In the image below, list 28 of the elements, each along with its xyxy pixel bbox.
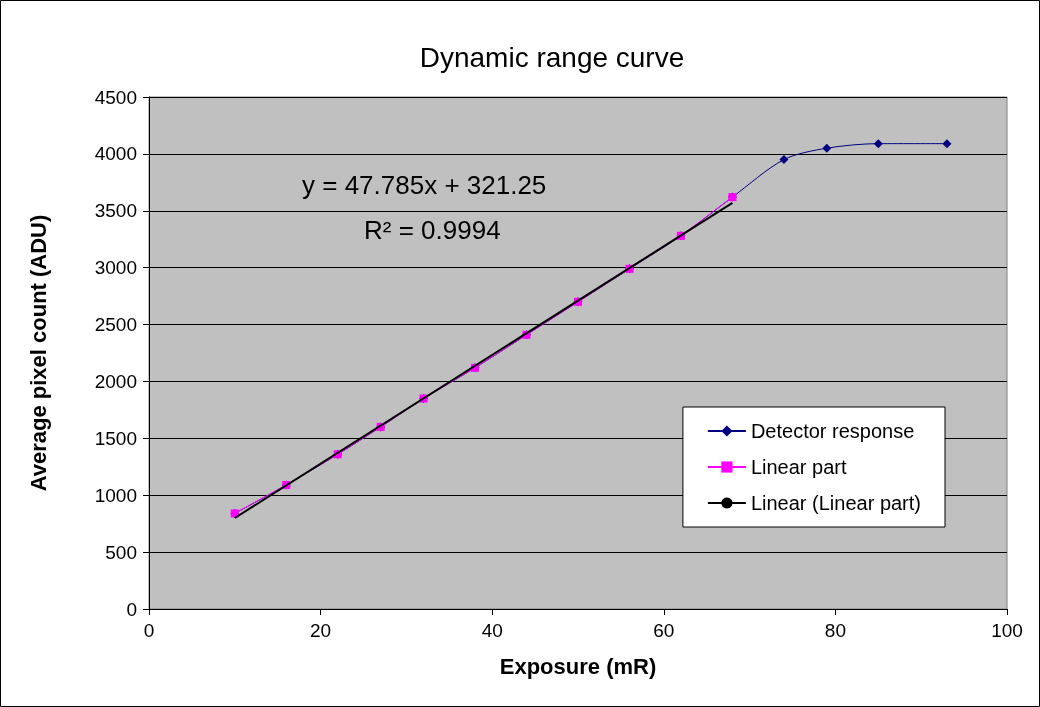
point [873, 139, 883, 149]
y-tick-label: 4000 [94, 143, 137, 165]
x-tick-label: 80 [824, 620, 846, 641]
y-tick-label: 3000 [94, 257, 137, 279]
legend-label: Detector response [750, 420, 915, 442]
legend-label: Linear (Linear part) [750, 492, 922, 514]
y-axis-title: Average pixel count (ADU) [25, 214, 51, 492]
point [779, 155, 789, 165]
chart-title: Dynamic range curve [419, 41, 685, 73]
y-tick-label: 3500 [94, 200, 137, 222]
point [822, 143, 832, 153]
x-tick-label: 60 [653, 620, 675, 641]
legend-label: Linear part [750, 456, 847, 478]
x-tick-label: 100 [991, 620, 1023, 641]
y-tick-label: 1500 [94, 427, 137, 449]
y-tick-label: 500 [105, 541, 137, 563]
x-tick-label: 20 [310, 620, 332, 641]
y-tick-label: 1000 [94, 484, 137, 506]
y-tick-label: 4500 [94, 86, 137, 108]
y-tick-label: 0 [126, 598, 137, 620]
x-tick-label: 0 [143, 620, 155, 641]
x-tick-label: 40 [481, 620, 503, 641]
y-tick-label: 2000 [94, 370, 137, 392]
y-tick-label: 2500 [94, 314, 137, 336]
x-axis-title: Exposure (mR) [499, 653, 657, 679]
annotation: R² = 0.9994 [364, 215, 501, 245]
point [942, 139, 952, 149]
annotation: y = 47.785x + 321.25 [302, 170, 547, 200]
